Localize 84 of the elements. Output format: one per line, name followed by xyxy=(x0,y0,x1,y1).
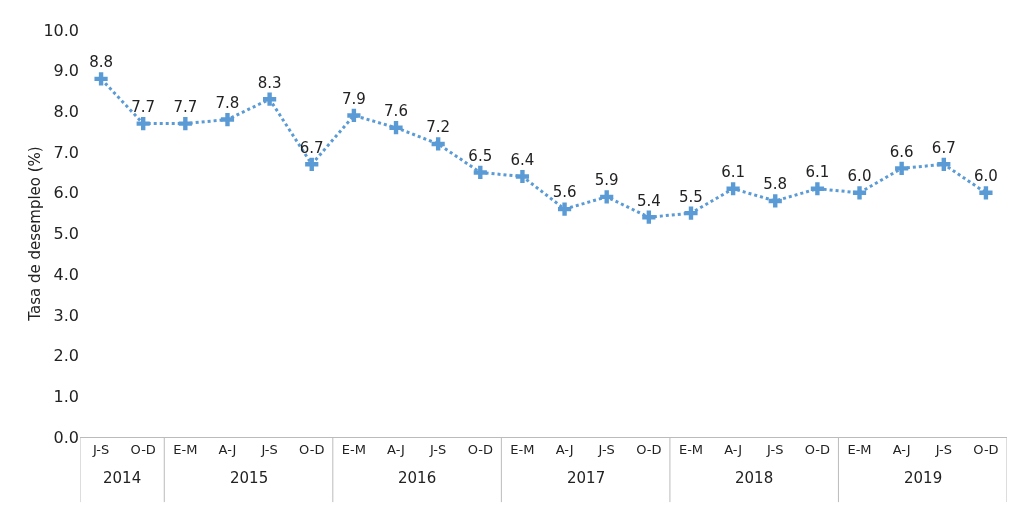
y-tick-label: 8.0 xyxy=(53,102,79,121)
point xyxy=(136,117,150,131)
point xyxy=(642,210,656,224)
y-tick-label: 5.0 xyxy=(53,224,79,244)
y-tick-label: 6.0 xyxy=(53,183,79,203)
x-tick-label: O-D xyxy=(804,441,831,457)
point xyxy=(263,92,277,106)
point xyxy=(810,182,824,196)
point xyxy=(515,169,530,184)
x-tick-label: J-S xyxy=(934,441,952,457)
data-label: 5.5 xyxy=(679,187,703,206)
x-tick-label: J-S xyxy=(597,441,615,457)
text: 2018 xyxy=(735,469,774,487)
point xyxy=(178,117,192,131)
text: 2014 xyxy=(103,469,142,487)
data-label: 6.7 xyxy=(299,138,324,157)
y-tick-label: 9.0 xyxy=(53,61,79,81)
data-label: 5.4 xyxy=(636,191,661,210)
x-tick-label: O-D xyxy=(973,441,999,457)
y-tick-label: 7.0 xyxy=(53,142,79,162)
point xyxy=(389,121,403,135)
data-label: 8.3 xyxy=(257,73,282,92)
x-tick-label: E-M xyxy=(847,441,872,457)
data-label: 6.7 xyxy=(931,138,956,157)
x-tick-label: J-S xyxy=(429,441,447,457)
point xyxy=(726,182,740,196)
data-label: 7.8 xyxy=(215,93,240,112)
x-tick-label: E-M xyxy=(678,441,704,457)
point xyxy=(431,137,445,151)
x-tick-label: A-J xyxy=(387,441,405,457)
data-label: 5.8 xyxy=(763,175,788,194)
x-tick-label: J-S xyxy=(91,441,110,457)
text: 2016 xyxy=(398,469,437,487)
text: 2015 xyxy=(230,469,269,487)
x-tick-label: A-J xyxy=(892,441,911,457)
text: 2019 xyxy=(904,469,943,487)
data-label: 7.2 xyxy=(426,118,451,137)
data-label: 8.8 xyxy=(89,53,113,72)
point xyxy=(600,190,614,204)
x-tick-label: J-S xyxy=(766,441,784,457)
x-tick-label: A-J xyxy=(555,441,574,457)
y-tick-label: 4.0 xyxy=(53,264,79,284)
y-tick-label: 0.0 xyxy=(53,427,79,447)
x-tick-label: O-D xyxy=(130,441,156,457)
point xyxy=(220,112,235,127)
x-tick-label: A-J xyxy=(724,441,743,457)
point xyxy=(852,186,867,200)
data-label: 5.9 xyxy=(594,171,619,190)
x-tick-label: O-D xyxy=(299,441,325,457)
x-tick-label: E-M xyxy=(173,441,198,457)
point xyxy=(979,186,993,200)
y-tick-label: 10.0 xyxy=(43,20,79,40)
point xyxy=(94,72,108,86)
x-tick-label: J-S xyxy=(260,441,278,457)
data-label: 7.6 xyxy=(384,102,408,121)
data-label: 6.1 xyxy=(721,163,746,182)
text: 2017 xyxy=(567,469,606,487)
y-tick-label: 1.0 xyxy=(53,386,79,406)
data-label: 6.5 xyxy=(468,146,493,165)
point xyxy=(557,202,572,216)
data-label: 6.4 xyxy=(510,150,535,169)
point xyxy=(684,206,698,220)
point xyxy=(473,165,487,180)
x-tick-label: O-D xyxy=(467,441,493,457)
point xyxy=(895,161,909,175)
point xyxy=(305,157,319,171)
point xyxy=(768,194,782,208)
data-label: 5.6 xyxy=(552,183,577,202)
data-label: 6.0 xyxy=(847,167,872,186)
data-label: 6.0 xyxy=(974,167,998,186)
data-label: 7.7 xyxy=(131,97,156,116)
x-tick-label: A-J xyxy=(218,441,237,457)
y-tick-label: 2.0 xyxy=(53,346,79,366)
x-tick-label: O-D xyxy=(636,441,662,457)
x-tick-label: E-M xyxy=(341,441,366,457)
data-label: 6.6 xyxy=(889,142,914,161)
x-tick-label: E-M xyxy=(510,441,535,457)
data-label: 7.7 xyxy=(173,97,198,116)
data-label: 7.9 xyxy=(341,89,366,108)
data-label: 6.1 xyxy=(805,163,830,182)
y-tick-label: 3.0 xyxy=(53,305,79,325)
y-axis-title: Tasa de desempleo (%) xyxy=(26,146,44,322)
point xyxy=(937,157,951,171)
point xyxy=(347,108,361,123)
